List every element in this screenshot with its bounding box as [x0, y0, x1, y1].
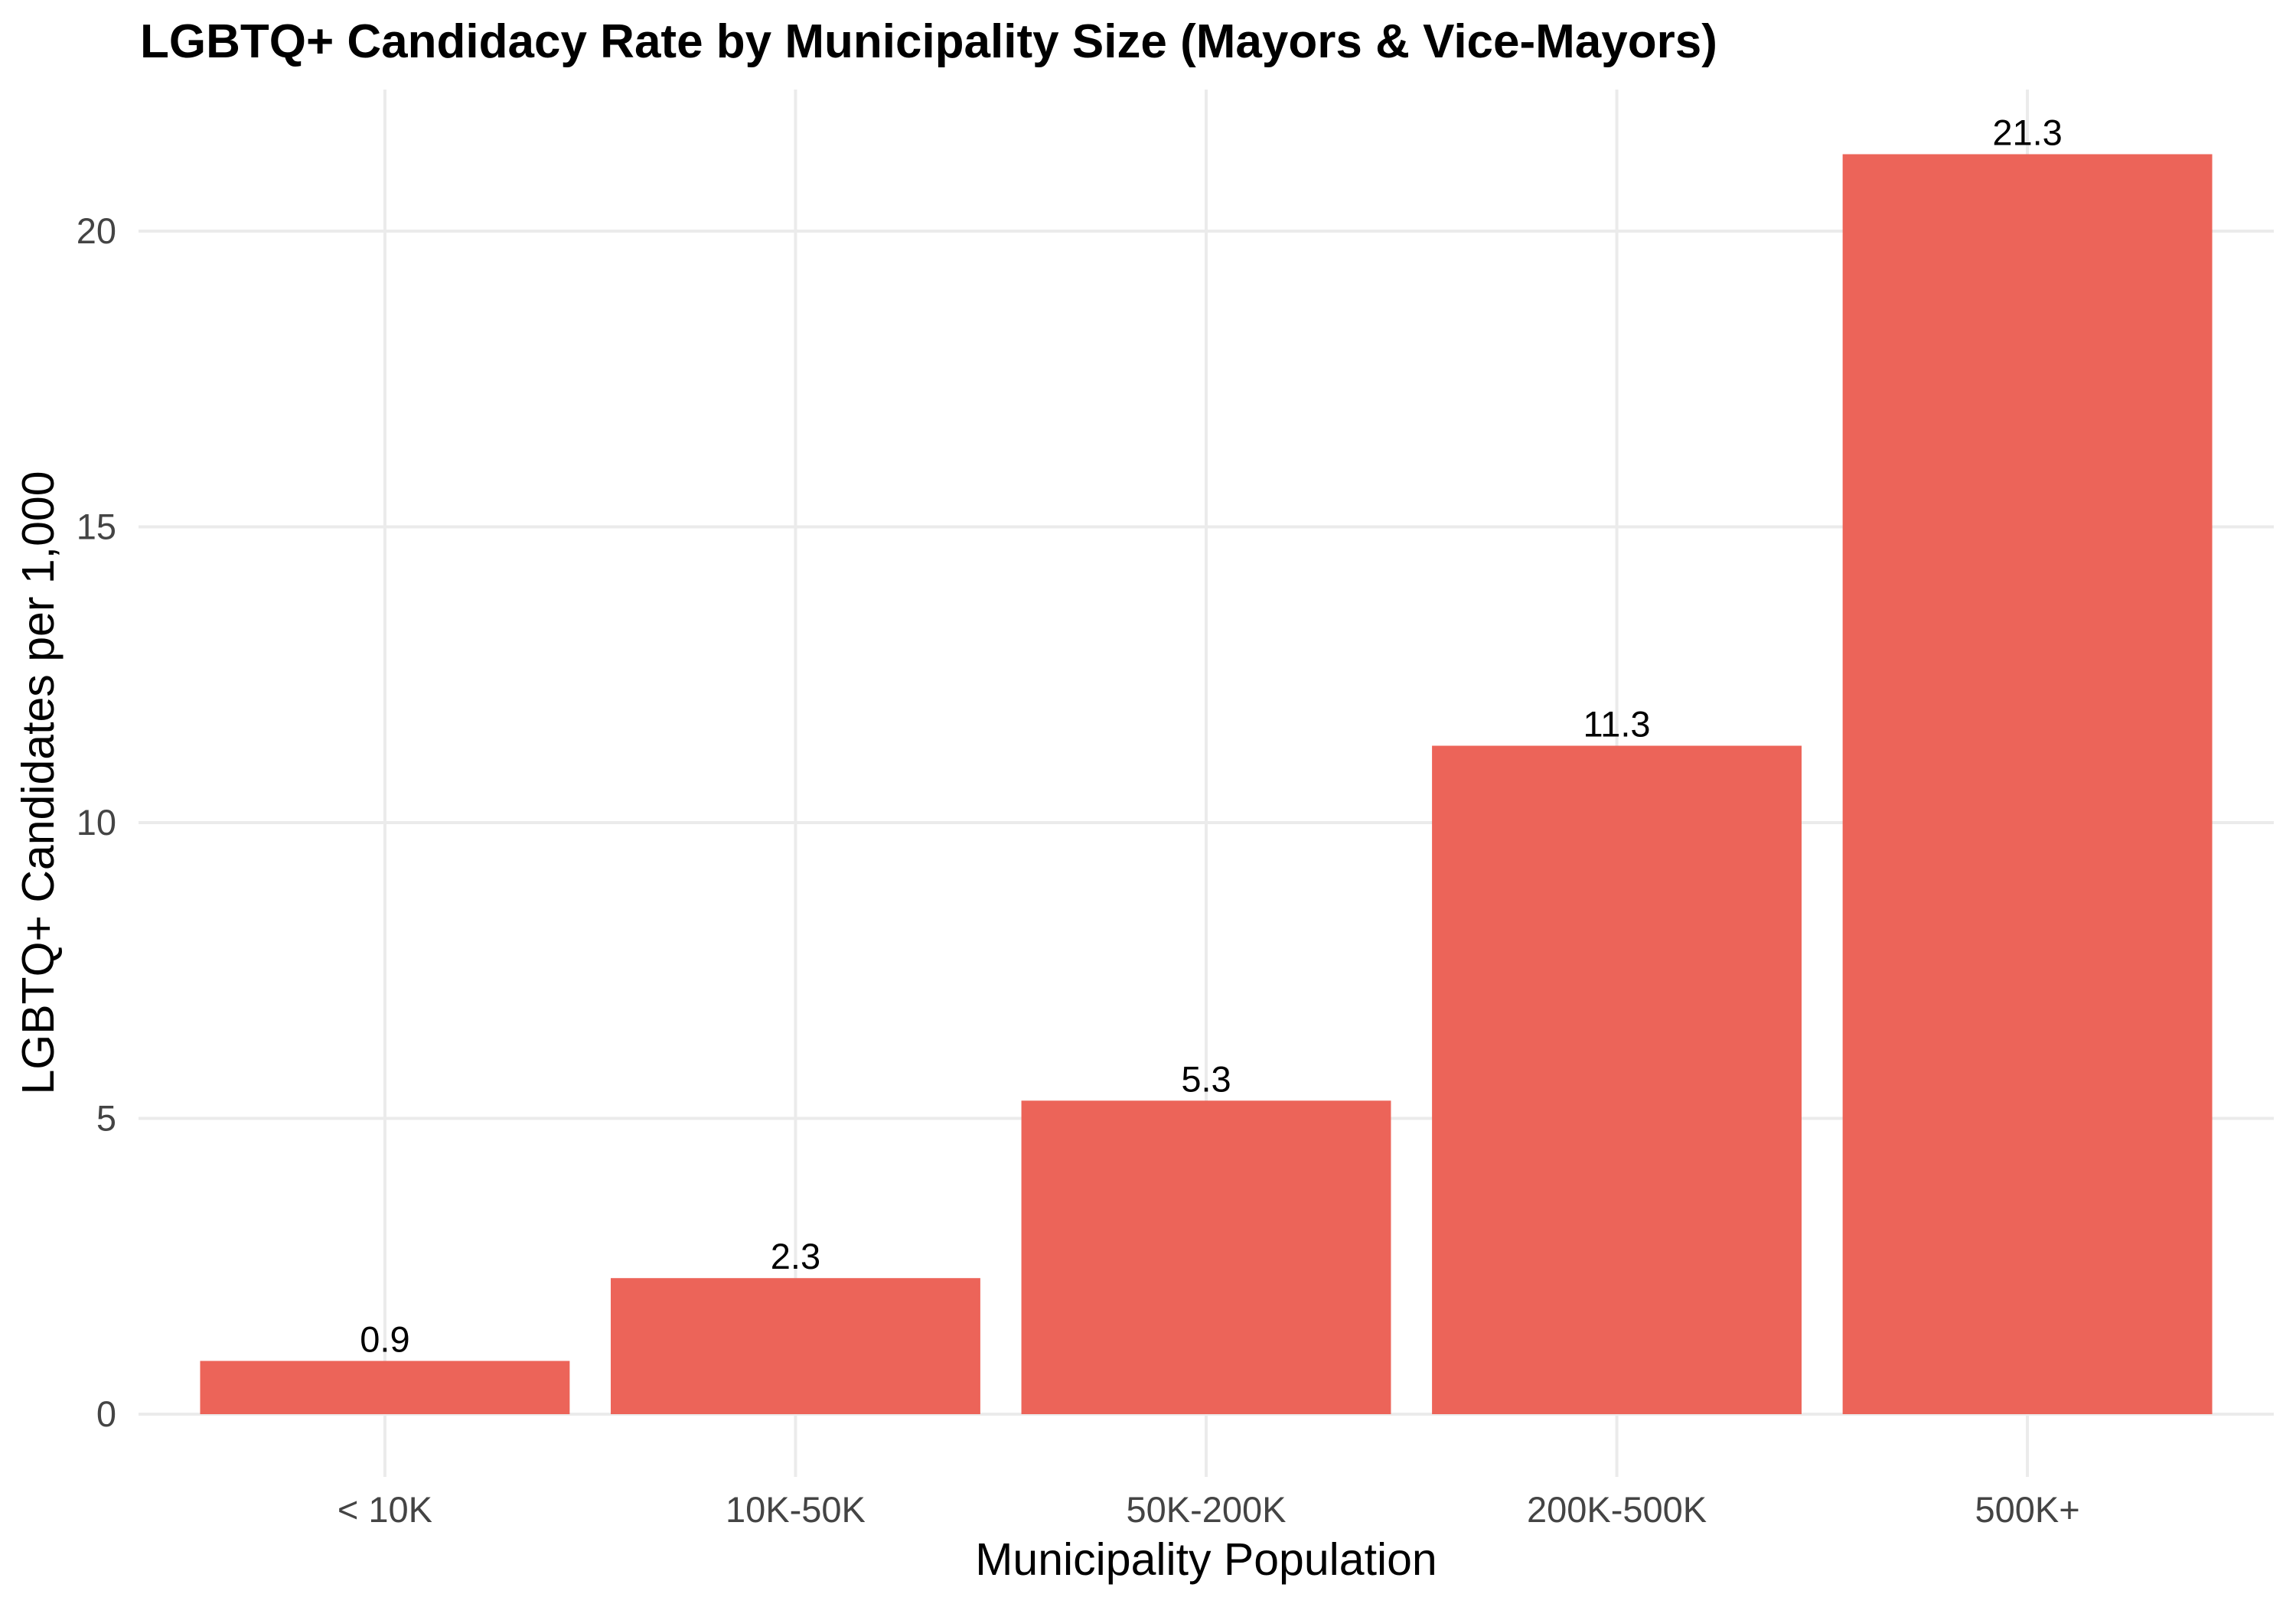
- bars: [200, 154, 2213, 1414]
- y-tick-label: 15: [77, 507, 116, 547]
- bar: [1021, 1100, 1391, 1414]
- y-tick-label: 20: [77, 210, 116, 251]
- x-tick-label: 200K-500K: [1527, 1489, 1707, 1530]
- x-axis-title: Municipality Population: [975, 1534, 1437, 1585]
- x-axis-tick-labels: < 10K 10K-50K 50K-200K 200K-500K 500K+: [338, 1489, 2080, 1530]
- bar-value-label: 2.3: [771, 1236, 820, 1276]
- x-tick-label: 500K+: [1975, 1489, 2079, 1530]
- bar: [1842, 154, 2213, 1414]
- x-tick-label: 10K-50K: [726, 1489, 866, 1530]
- y-axis-title: LGBTQ+ Candidates per 1,000: [13, 471, 64, 1094]
- chart-title: LGBTQ+ Candidacy Rate by Municipality Si…: [140, 15, 1717, 68]
- value-labels: 0.9 2.3 5.3 11.3 21.3: [360, 112, 2063, 1360]
- bar: [1432, 745, 1802, 1414]
- y-tick-label: 5: [96, 1098, 116, 1139]
- bar-value-label: 0.9: [360, 1319, 409, 1359]
- bar-value-label: 21.3: [1992, 112, 2062, 153]
- bar: [611, 1278, 980, 1414]
- bar-value-label: 11.3: [1583, 704, 1651, 745]
- x-tick-label: 50K-200K: [1126, 1489, 1286, 1530]
- bar-value-label: 5.3: [1181, 1058, 1231, 1099]
- y-tick-label: 10: [77, 802, 116, 843]
- y-axis-tick-labels: 0 5 10 15 20: [77, 210, 116, 1434]
- x-tick-label: < 10K: [338, 1489, 432, 1530]
- bar: [200, 1361, 570, 1414]
- y-tick-label: 0: [96, 1393, 116, 1434]
